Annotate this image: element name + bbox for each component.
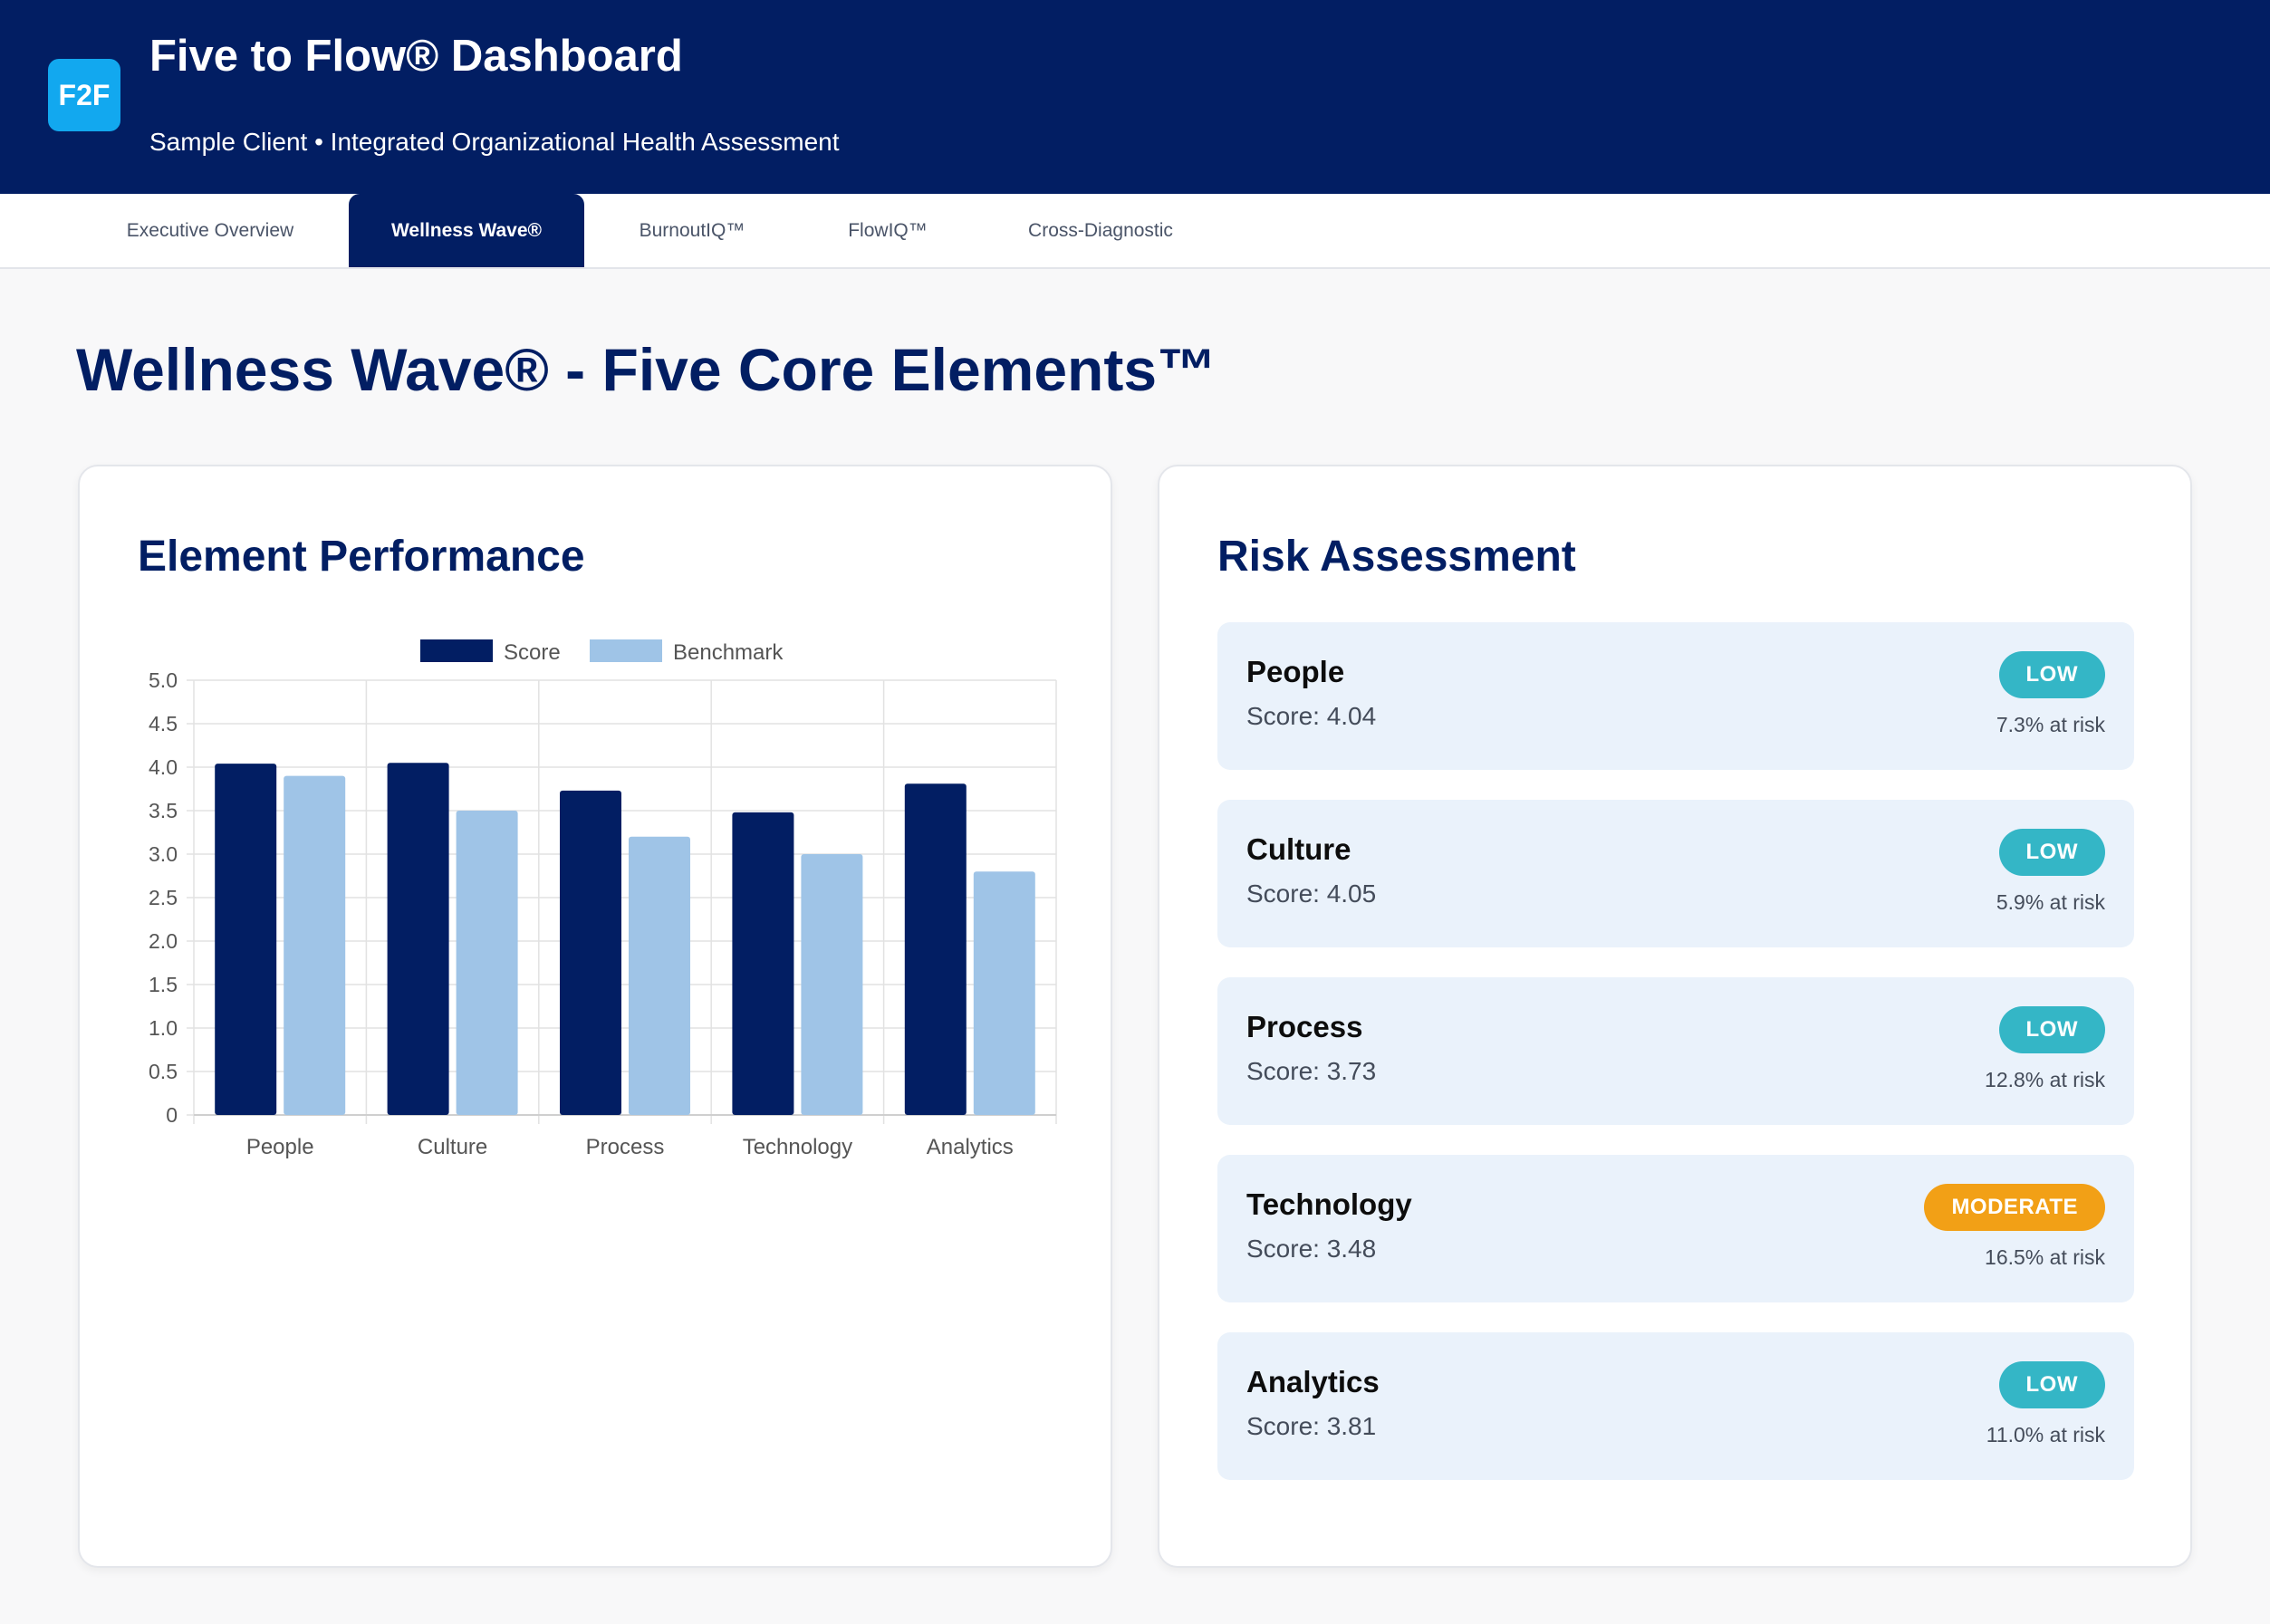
bar-benchmark-process	[629, 836, 690, 1115]
y-tick-label: 2.0	[149, 929, 178, 953]
app-title: Five to Flow® Dashboard	[149, 32, 683, 81]
risk-assessment-title: Risk Assessment	[1217, 533, 1576, 581]
legend-label: Score	[504, 640, 561, 665]
bar-score-technology	[732, 812, 794, 1115]
risk-item-process: Process Score: 3.73 LOW 12.8% at risk	[1217, 977, 2134, 1125]
risk-item-percent: 5.9% at risk	[1996, 890, 2105, 914]
x-tick-label: Technology	[743, 1135, 852, 1159]
tab-cross-diagnostic[interactable]: Cross-Diagnostic	[1028, 219, 1173, 241]
risk-level-badge: MODERATE	[1924, 1184, 2105, 1231]
y-tick-label: 5.0	[149, 668, 178, 692]
risk-item-technology: Technology Score: 3.48 MODERATE 16.5% at…	[1217, 1155, 2134, 1302]
risk-item-score: Score: 4.04	[1246, 702, 1377, 730]
risk-item-percent: 16.5% at risk	[1985, 1245, 2105, 1269]
risk-item-percent: 7.3% at risk	[1996, 713, 2105, 736]
bar-benchmark-culture	[456, 811, 518, 1115]
bar-score-process	[560, 790, 621, 1115]
tab-wellness-wave[interactable]: Wellness Wave®	[349, 194, 584, 267]
x-tick-label: People	[246, 1135, 314, 1159]
app-header: F2F Five to Flow® Dashboard Sample Clien…	[0, 0, 2270, 194]
risk-item-culture: Culture Score: 4.05 LOW 5.9% at risk	[1217, 800, 2134, 947]
risk-level-badge: LOW	[1998, 1361, 2105, 1408]
x-tick-label: Process	[586, 1135, 665, 1159]
legend-label: Benchmark	[673, 640, 784, 665]
x-tick-label: Analytics	[927, 1135, 1014, 1159]
tab-flowiq[interactable]: FlowIQ™	[848, 219, 928, 241]
tab-burnoutiq[interactable]: BurnoutIQ™	[639, 219, 745, 241]
y-tick-label: 3.0	[149, 842, 178, 866]
risk-item-name: Technology	[1246, 1187, 1412, 1221]
risk-item-score: Score: 3.73	[1246, 1057, 1377, 1085]
risk-item-name: People	[1246, 655, 1345, 688]
risk-item-percent: 11.0% at risk	[1986, 1423, 2105, 1446]
risk-item-score: Score: 3.48	[1246, 1235, 1377, 1263]
risk-item-name: Culture	[1246, 832, 1351, 866]
app-logo: F2F	[48, 59, 120, 131]
bar-benchmark-people	[284, 775, 346, 1115]
risk-item-analytics: Analytics Score: 3.81 LOW 11.0% at risk	[1217, 1332, 2134, 1480]
tab-bar: Executive Overview Wellness Wave® Burnou…	[0, 194, 2270, 269]
bar-score-culture	[387, 763, 449, 1115]
risk-level-badge: LOW	[1998, 829, 2105, 876]
y-tick-label: 0	[166, 1103, 178, 1127]
risk-item-score: Score: 3.81	[1246, 1412, 1377, 1440]
element-performance-card: Element Performance 0 0.5 1.0 1.5 2.0 2.5 3.0 3…	[78, 465, 1112, 1568]
risk-item-name: Process	[1246, 1010, 1363, 1043]
legend-swatch	[590, 639, 662, 662]
bar-score-analytics	[904, 783, 967, 1115]
y-tick-label: 2.5	[149, 886, 178, 909]
risk-level-badge: LOW	[1998, 651, 2105, 698]
x-tick-label: Culture	[418, 1135, 487, 1159]
risk-item-percent: 12.8% at risk	[1985, 1068, 2105, 1091]
bar-benchmark-analytics	[973, 871, 1035, 1115]
element-performance-chart: 0 0.5 1.0 1.5 2.0 2.5 3.0 3.5 4.0 4.5 5.0 People Cul…	[149, 639, 1057, 1159]
bar-benchmark-technology	[801, 854, 863, 1115]
risk-item-people: People Score: 4.04 LOW 7.3% at risk	[1217, 622, 2134, 770]
y-tick-label: 4.0	[149, 755, 178, 779]
page-title: Wellness Wave® - Five Core Elements™	[76, 336, 1217, 403]
legend-swatch	[420, 639, 493, 662]
y-tick-label: 1.5	[149, 973, 178, 996]
risk-item-name: Analytics	[1246, 1365, 1380, 1398]
y-tick-label: 1.0	[149, 1016, 178, 1040]
risk-item-score: Score: 4.05	[1246, 879, 1377, 908]
y-tick-label: 0.5	[149, 1060, 178, 1083]
risk-level-badge: LOW	[1998, 1006, 2105, 1053]
element-performance-title: Element Performance	[138, 533, 585, 581]
risk-assessment-card: Risk Assessment People Score: 4.04 LOW 7…	[1158, 465, 2192, 1568]
app-subtitle: Sample Client • Integrated Organizationa…	[149, 128, 840, 156]
y-tick-label: 4.5	[149, 712, 178, 735]
bar-score-people	[215, 764, 277, 1115]
risk-list: People Score: 4.04 LOW 7.3% at risk Cult…	[1217, 622, 2134, 1510]
tab-executive-overview[interactable]: Executive Overview	[126, 219, 294, 241]
y-tick-label: 3.5	[149, 799, 178, 822]
